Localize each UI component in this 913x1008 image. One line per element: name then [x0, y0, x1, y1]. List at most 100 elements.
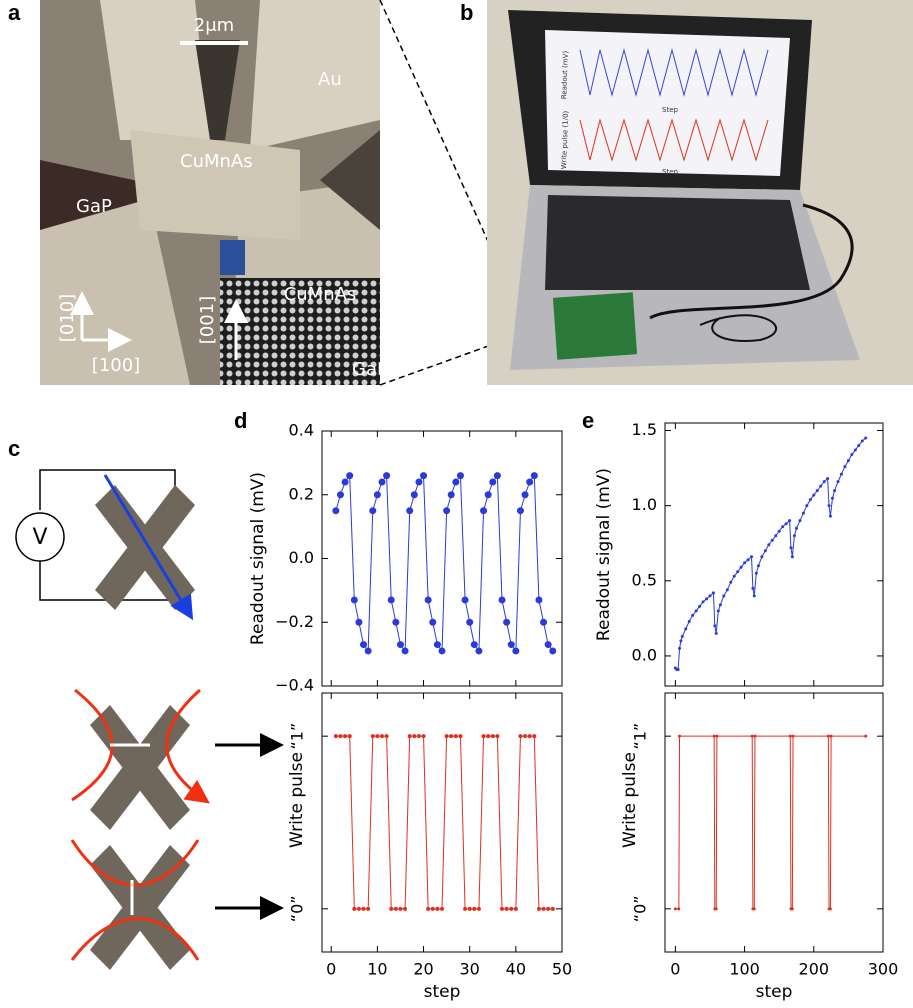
data-point	[531, 472, 538, 479]
data-point	[518, 734, 522, 738]
y-tick-label: 0.0	[289, 548, 314, 567]
data-point	[722, 594, 725, 597]
data-point	[362, 907, 366, 911]
data-point	[472, 907, 476, 911]
data-point	[408, 734, 412, 738]
data-point	[332, 507, 339, 514]
y-tick-label: “1”	[288, 723, 307, 750]
y-axis-label: Readout signal (mV)	[248, 472, 268, 645]
y-axis-label: Write pulse	[620, 752, 640, 848]
data-point	[830, 735, 833, 738]
data-point	[788, 519, 791, 522]
data-point	[486, 734, 490, 738]
data-point	[549, 647, 556, 654]
data-point	[778, 530, 781, 533]
data-point	[712, 591, 715, 594]
data-point	[751, 587, 754, 590]
data-point	[357, 907, 361, 911]
data-point	[812, 494, 815, 497]
data-point	[388, 596, 395, 603]
x-tick-label: 100	[729, 960, 760, 979]
data-point	[793, 534, 796, 537]
data-point	[678, 735, 681, 738]
y-tick-label: 0.0	[632, 645, 657, 664]
data-point	[791, 555, 794, 558]
y-tick-label: 1.0	[632, 495, 657, 514]
screen-label: Step	[662, 168, 678, 176]
data-point	[715, 735, 718, 738]
data-point	[826, 477, 829, 480]
y-tick-label: −0.2	[275, 612, 314, 631]
data-point	[371, 734, 375, 738]
data-point	[449, 734, 453, 738]
data-point	[736, 570, 739, 573]
screen-label: Step	[662, 106, 678, 114]
panel-label: b	[460, 0, 473, 25]
photo-label: Au	[318, 69, 342, 90]
data-point	[760, 555, 763, 558]
series-line	[675, 438, 865, 669]
data-point	[346, 472, 353, 479]
data-point	[679, 639, 682, 642]
data-point	[708, 594, 711, 597]
data-point	[463, 907, 467, 911]
data-point	[674, 907, 677, 910]
data-point	[379, 479, 386, 486]
data-point	[753, 594, 756, 597]
data-point	[375, 734, 379, 738]
y-axis-label: Write pulse	[287, 752, 307, 848]
y-tick-label: 1.5	[632, 420, 657, 439]
data-point	[750, 555, 753, 558]
data-point	[383, 472, 390, 479]
data-point	[840, 473, 843, 476]
data-point	[342, 479, 349, 486]
data-point	[532, 734, 536, 738]
data-point	[733, 575, 736, 578]
data-point	[827, 735, 830, 738]
axis-label: [001]	[197, 296, 218, 344]
data-point	[715, 632, 718, 635]
data-point	[540, 619, 547, 626]
data-point	[508, 641, 515, 648]
data-point	[445, 734, 449, 738]
data-point	[677, 668, 680, 671]
data-point	[411, 491, 418, 498]
data-point	[837, 480, 840, 483]
data-point	[691, 614, 694, 617]
data-point	[338, 734, 342, 738]
data-point	[537, 907, 541, 911]
data-point	[494, 472, 501, 479]
data-point	[819, 485, 822, 488]
data-point	[392, 619, 399, 626]
data-point	[369, 507, 376, 514]
data-point	[462, 596, 469, 603]
data-point	[355, 619, 362, 626]
data-point	[816, 489, 819, 492]
data-point	[767, 543, 770, 546]
data-point	[491, 734, 495, 738]
data-point	[774, 534, 777, 537]
data-point	[802, 512, 805, 515]
plot-frame	[665, 423, 883, 686]
data-point	[389, 907, 393, 911]
data-point	[402, 647, 409, 654]
y-tick-label: −0.4	[275, 676, 314, 695]
data-point	[829, 907, 832, 910]
data-point	[781, 525, 784, 528]
data-point	[757, 564, 760, 567]
data-point	[434, 641, 441, 648]
data-point	[546, 907, 550, 911]
photo-label: CuMnAs	[284, 284, 357, 305]
data-point	[678, 647, 681, 650]
x-tick-label: 50	[552, 960, 572, 979]
photo-label: CuMnAs	[180, 151, 253, 172]
data-point	[440, 907, 444, 911]
panel-label: d	[234, 408, 247, 433]
panel-label: a	[8, 0, 21, 25]
data-point	[475, 647, 482, 654]
data-point	[374, 491, 381, 498]
data-point	[861, 440, 864, 443]
data-point	[695, 609, 698, 612]
data-point	[847, 459, 850, 462]
data-point	[831, 497, 834, 500]
